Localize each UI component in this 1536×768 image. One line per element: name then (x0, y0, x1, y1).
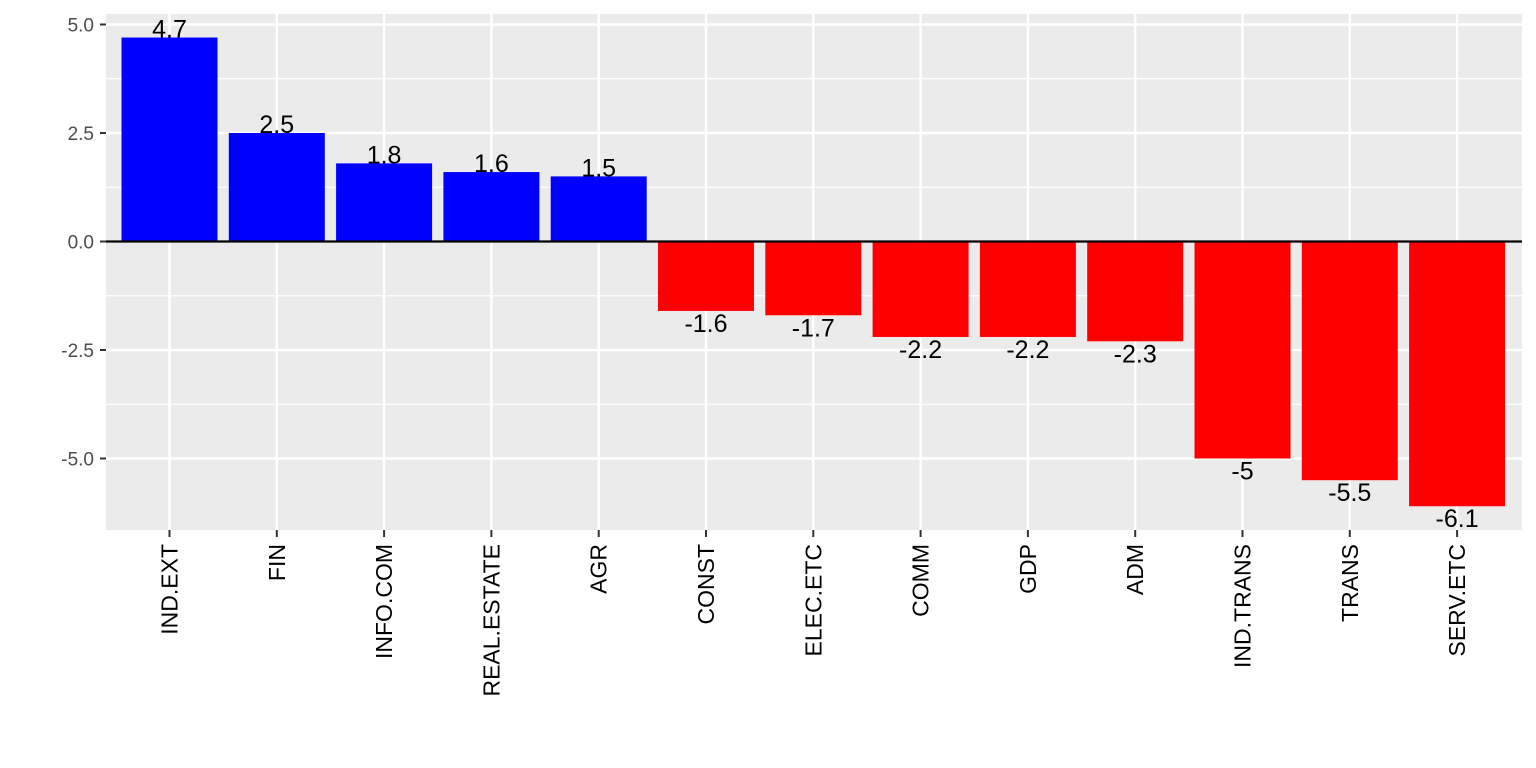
bar-fin (228, 133, 325, 242)
data-label: 1.5 (581, 154, 616, 182)
bar-real-estate (443, 172, 540, 242)
y-tick-label: -5.0 (61, 450, 94, 471)
y-axis: 5.0 2.5 0.0 -2.5 -5.0 (61, 16, 106, 471)
x-tick-label: IND.EXT (157, 544, 183, 635)
data-label: -5 (1231, 458, 1253, 486)
data-label: -2.2 (899, 336, 942, 364)
data-label: 2.5 (259, 111, 294, 139)
bars (121, 37, 1506, 507)
x-tick-label: GDP (1015, 544, 1041, 594)
y-tick-label: 2.5 (68, 124, 94, 145)
bar-gdp (979, 241, 1076, 337)
x-tick-label: ADM (1122, 544, 1148, 595)
bar-agr (550, 176, 647, 242)
x-tick-label: SERV.ETC (1444, 544, 1470, 657)
y-tick-label: 0.0 (68, 233, 94, 254)
bar-info-com (336, 163, 433, 242)
data-label: -2.3 (1114, 340, 1157, 368)
x-tick-label: TRANS (1337, 544, 1363, 622)
bar-ind-ext (121, 37, 218, 242)
bar-elec-etc (765, 241, 862, 316)
bar-adm (1087, 241, 1184, 342)
x-tick-label: FIN (264, 544, 290, 581)
y-tick-label: -2.5 (61, 341, 94, 362)
data-label: 1.6 (474, 150, 509, 178)
y-tick-label: 5.0 (68, 16, 94, 37)
x-axis: IND.EXT FIN INFO.COM REAL.ESTATE AGR CONST ELE… (157, 530, 1470, 697)
x-tick-label: AGR (586, 544, 612, 594)
bar-trans (1301, 241, 1398, 481)
data-label: -5.5 (1328, 479, 1371, 507)
x-tick-label: COMM (908, 544, 934, 617)
bar-serv-etc (1409, 241, 1506, 507)
data-labels: 4.7 2.5 1.8 1.6 1.5 -1.6 -1.7 -2.2 -2.2 -2.3 -5 -5.… (152, 16, 1479, 534)
x-tick-label: ELEC.ETC (800, 544, 826, 656)
data-label: -6.1 (1436, 505, 1479, 533)
bar-ind-trans (1194, 241, 1291, 459)
data-label: 4.7 (152, 16, 187, 44)
bar-const (658, 241, 754, 311)
data-label: -2.2 (1006, 336, 1049, 364)
data-label: -1.6 (684, 310, 727, 338)
x-tick-label: INFO.COM (371, 544, 397, 659)
data-label: 1.8 (367, 141, 402, 169)
bar-comm (872, 241, 969, 337)
x-tick-label: REAL.ESTATE (478, 544, 504, 697)
x-tick-label: IND.TRANS (1230, 544, 1256, 668)
data-label: -1.7 (792, 314, 835, 342)
x-tick-label: CONST (693, 544, 719, 625)
